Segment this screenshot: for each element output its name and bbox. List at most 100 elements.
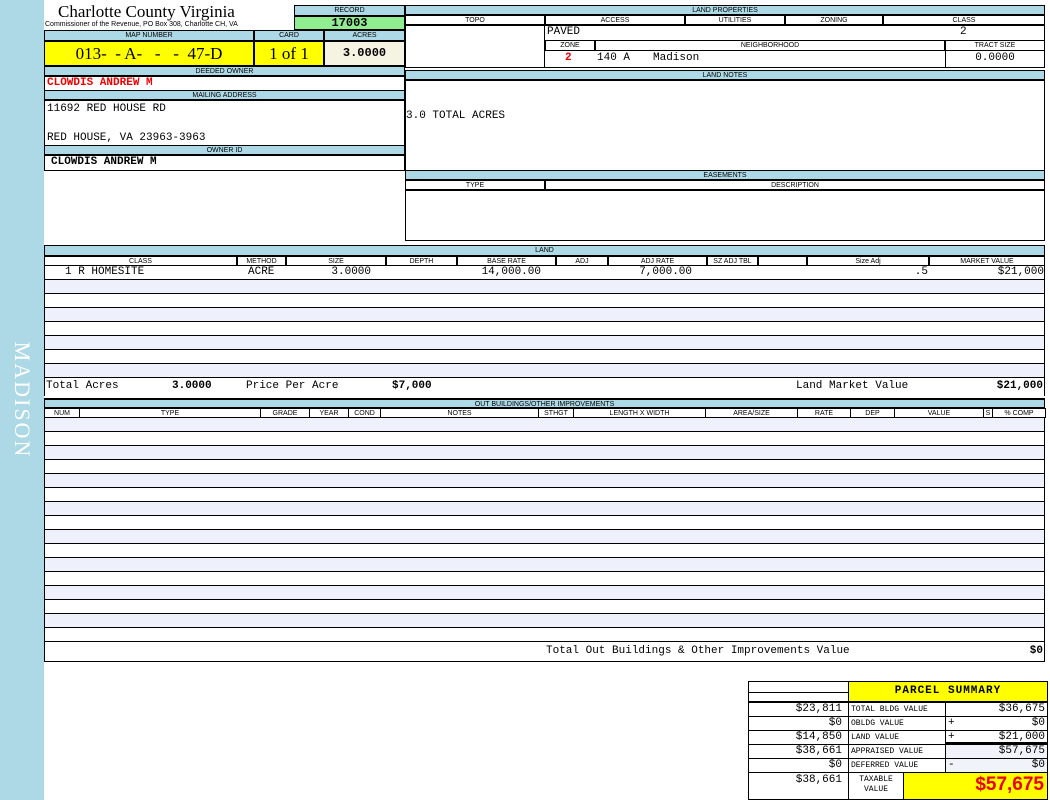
outbuildings-table (44, 418, 1045, 662)
land-col-header: CLASS (44, 256, 237, 266)
owner-id: CLOWDIS ANDREW M (44, 155, 405, 171)
summary-prior-value: $0 (748, 716, 849, 731)
taxable-label: TAXABLE VALUE (848, 771, 904, 800)
price-per-acre: $7,000 (392, 380, 432, 392)
summary-prior-value: $23,811 (748, 702, 849, 717)
summary-label: LAND VALUE (848, 730, 946, 745)
table-row (45, 628, 1044, 642)
summary-value: $57,675 (945, 744, 1048, 759)
land-table: 1 R HOMESITE ACRE 3.0000 14,000.00 7,000.00.… (44, 266, 1045, 396)
table-row (45, 586, 1044, 600)
table-row (45, 502, 1044, 516)
land-col-header: Size Adj (807, 256, 929, 266)
summary-operator: + (948, 717, 955, 729)
address-line-1: 11692 RED HOUSE RD (47, 103, 166, 115)
deeded-owner-label: DEEDED OWNER (44, 66, 405, 76)
table-row (45, 572, 1044, 586)
outbuildings-total: $0 (1029, 645, 1043, 657)
table-row (45, 530, 1044, 544)
access-label: ACCESS (545, 15, 685, 25)
outbuildings-col-header: LENGTH X WIDTH (573, 408, 706, 418)
acres-value: 3.0000 (324, 41, 405, 66)
tract-size-value: 0.0000 (975, 52, 1015, 64)
table-row (45, 364, 1044, 378)
table-row (45, 460, 1044, 474)
table-row (45, 418, 1044, 432)
zone-label: ZONE (545, 40, 595, 51)
table-row (45, 474, 1044, 488)
land-market-value-label: Land Market Value (796, 380, 909, 392)
table-row (45, 322, 1044, 336)
record-label: RECORD (294, 5, 405, 16)
summary-label: OBLDG VALUE (848, 716, 946, 731)
summary-operator: - (948, 759, 955, 771)
land-cell: ACRE (248, 266, 275, 278)
land-col-header: METHOD (237, 256, 286, 266)
land-cell: 14,000.00 (481, 266, 541, 278)
table-row (45, 308, 1044, 322)
class-label: CLASS (883, 15, 1045, 25)
summary-label: DEFERRED VALUE (848, 758, 946, 773)
table-row (45, 432, 1044, 446)
land-col-header: BASE RATE (457, 256, 556, 266)
outbuildings-col-header: VALUE (894, 408, 984, 418)
neighborhood-name: Madison (653, 52, 700, 64)
class-value: 2 (960, 26, 967, 38)
land-notes-body: 3.0 TOTAL ACRES (405, 80, 1045, 171)
neighborhood-label: NEIGHBORHOOD (595, 40, 945, 51)
land-cell: .5 (914, 266, 928, 278)
taxable-prior: $38,661 (748, 771, 849, 800)
map-number-label: MAP NUMBER (44, 30, 254, 41)
card-value: 1 of 1 (254, 41, 324, 66)
summary-operator: + (948, 731, 955, 743)
summary-prior-value: $14,850 (748, 730, 849, 745)
easement-description-label: DESCRIPTION (545, 180, 1045, 190)
summary-value: $0 (945, 758, 1048, 773)
outbuildings-col-header: NUM (44, 408, 80, 418)
table-row (45, 350, 1044, 364)
land-col-header: ADJ RATE (608, 256, 707, 266)
topo-label: TOPO (405, 15, 545, 25)
easements-title: EASEMENTS (405, 170, 1045, 180)
outbuildings-total-label: Total Out Buildings & Other Improvements… (546, 645, 850, 657)
outbuildings-col-header: DEP (850, 408, 895, 418)
outbuildings-col-header: GRADE (260, 408, 310, 418)
card-label: CARD (254, 30, 324, 41)
map-number: 013- - A- - - 47-D (44, 41, 254, 66)
land-col-header: ADJ (556, 256, 608, 266)
deeded-owner: CLOWDIS ANDREW M (44, 76, 405, 91)
address-line-2: RED HOUSE, VA 23963-3963 (47, 132, 206, 144)
outbuildings-col-header: TYPE (79, 408, 261, 418)
table-row (45, 336, 1044, 350)
parcel-summary-title: PARCEL SUMMARY (848, 681, 1048, 702)
total-acres: 3.0000 (172, 380, 212, 392)
record-number: 17003 (294, 16, 405, 30)
parcel-summary: PARCEL SUMMARY $38,661 TAXABLE VALUE $57… (748, 681, 1048, 800)
office-address: Commissioner of the Revenue, PO Box 308,… (45, 21, 238, 28)
land-cell: 3.0000 (331, 266, 371, 278)
table-row (45, 614, 1044, 628)
table-row (45, 280, 1044, 294)
mailing-address-label: MAILING ADDRESS (44, 90, 405, 100)
land-col-header: DEPTH (386, 256, 457, 266)
easements-body (405, 190, 1045, 241)
outbuildings-col-header: STHGT (538, 408, 574, 418)
summary-value: $21,000 (945, 730, 1048, 745)
summary-label: TOTAL BLDG VALUE (848, 702, 946, 717)
outbuildings-col-header: COND (348, 408, 381, 418)
summary-prior-value: $38,661 (748, 744, 849, 759)
table-row (45, 544, 1044, 558)
land-cell: $21,000 (997, 266, 1044, 278)
land-col-header: SZ ADJ TBL (707, 256, 758, 266)
mailing-address: 11692 RED HOUSE RD RED HOUSE, VA 23963-3… (44, 100, 405, 146)
outbuildings-col-header: AREA/SIZE (705, 408, 798, 418)
summary-label: APPRAISED VALUE (848, 744, 946, 759)
summary-prior-value: $0 (748, 758, 849, 773)
land-cell: 1 R HOMESITE (65, 266, 145, 278)
outbuildings-title: OUT BUILDINGS/OTHER IMPROVEMENTS (44, 398, 1045, 408)
outbuildings-column-headers: NUM TYPE GRADE YEAR COND NOTES STHGT LENGTH X W… (44, 408, 1046, 418)
land-col-header (758, 256, 807, 266)
land-cell: 7,000.00 (639, 266, 692, 278)
outbuildings-col-header: NOTES (380, 408, 539, 418)
table-row (45, 516, 1044, 530)
